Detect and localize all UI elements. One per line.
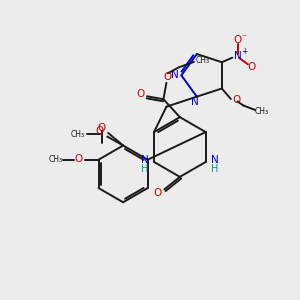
Text: N: N <box>141 155 149 166</box>
Text: N: N <box>211 155 219 166</box>
Text: O: O <box>232 95 240 106</box>
Text: N: N <box>171 70 179 80</box>
Text: ⁻: ⁻ <box>242 33 247 43</box>
Text: O: O <box>248 62 256 72</box>
Text: N: N <box>191 97 199 107</box>
Text: O: O <box>136 89 145 99</box>
Text: O: O <box>234 35 242 45</box>
Text: +: + <box>242 47 248 56</box>
Text: O: O <box>74 154 82 164</box>
Text: O: O <box>164 72 172 82</box>
Text: O: O <box>96 126 104 136</box>
Text: H: H <box>141 164 149 173</box>
Text: CH₃: CH₃ <box>70 130 85 139</box>
Text: CH₃: CH₃ <box>195 56 209 65</box>
Text: N: N <box>234 51 242 61</box>
Text: O: O <box>154 188 162 198</box>
Text: H: H <box>211 164 218 173</box>
Text: CH₃: CH₃ <box>255 107 269 116</box>
Text: O: O <box>98 123 106 133</box>
Text: CH₃: CH₃ <box>48 155 62 164</box>
